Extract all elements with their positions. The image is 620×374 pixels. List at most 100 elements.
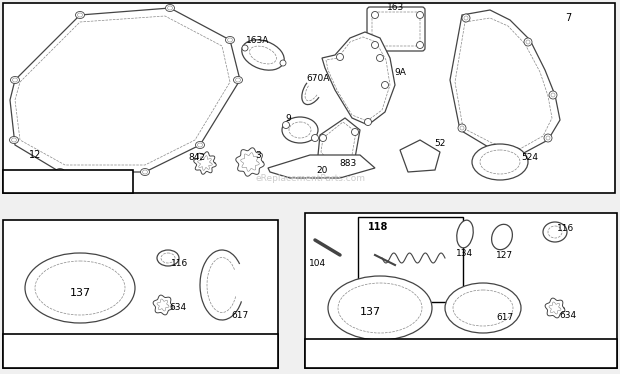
Ellipse shape	[548, 226, 562, 238]
Text: 163: 163	[388, 3, 405, 12]
FancyBboxPatch shape	[372, 12, 420, 46]
Text: 134: 134	[456, 248, 474, 258]
Text: 670A: 670A	[306, 74, 330, 83]
Ellipse shape	[371, 12, 378, 18]
Ellipse shape	[141, 169, 149, 175]
Text: 118: 118	[368, 222, 388, 232]
Ellipse shape	[56, 169, 64, 175]
Ellipse shape	[453, 290, 513, 326]
Ellipse shape	[457, 220, 473, 248]
Text: 20: 20	[316, 166, 328, 175]
Ellipse shape	[161, 253, 175, 263]
Text: 12: 12	[29, 150, 41, 160]
Ellipse shape	[167, 6, 172, 10]
Text: 163A: 163A	[246, 36, 270, 45]
Bar	[3, 3, 615, 193]
Ellipse shape	[78, 13, 82, 17]
Ellipse shape	[280, 60, 286, 66]
Ellipse shape	[337, 53, 343, 61]
FancyBboxPatch shape	[367, 7, 425, 51]
Ellipse shape	[166, 4, 174, 12]
Ellipse shape	[143, 170, 148, 174]
Text: 634: 634	[559, 310, 577, 319]
Ellipse shape	[76, 12, 84, 18]
Ellipse shape	[515, 150, 519, 154]
Ellipse shape	[58, 170, 63, 174]
Bar	[358, 217, 463, 302]
Bar	[305, 339, 617, 368]
Ellipse shape	[236, 78, 241, 82]
Ellipse shape	[376, 55, 384, 61]
Polygon shape	[15, 16, 230, 165]
Polygon shape	[321, 122, 356, 164]
Ellipse shape	[12, 138, 17, 142]
Text: 9A: 9A	[394, 67, 406, 77]
Bar	[3, 170, 133, 193]
Ellipse shape	[242, 45, 248, 51]
Bar	[305, 213, 617, 368]
Ellipse shape	[524, 38, 532, 46]
Ellipse shape	[311, 135, 319, 141]
Ellipse shape	[338, 283, 422, 333]
Polygon shape	[318, 118, 360, 168]
Ellipse shape	[513, 148, 521, 156]
Polygon shape	[322, 32, 395, 125]
Text: 3: 3	[255, 150, 261, 159]
Ellipse shape	[35, 261, 125, 315]
Ellipse shape	[460, 126, 464, 130]
Ellipse shape	[25, 253, 135, 323]
Ellipse shape	[549, 91, 557, 99]
Ellipse shape	[371, 42, 378, 49]
Text: 137: 137	[69, 288, 91, 298]
Ellipse shape	[250, 46, 277, 64]
Text: 617: 617	[497, 313, 513, 322]
Ellipse shape	[319, 135, 327, 141]
Ellipse shape	[546, 136, 550, 140]
Text: 52: 52	[435, 138, 446, 147]
Text: 104: 104	[309, 258, 327, 267]
Ellipse shape	[282, 117, 318, 143]
Ellipse shape	[328, 276, 432, 340]
Ellipse shape	[551, 93, 555, 97]
Text: 116: 116	[171, 258, 188, 267]
Text: 116: 116	[557, 224, 575, 233]
Ellipse shape	[381, 82, 389, 89]
Text: 634: 634	[169, 303, 187, 313]
Polygon shape	[455, 18, 552, 150]
Ellipse shape	[11, 77, 19, 83]
Text: 137: 137	[360, 307, 381, 317]
Polygon shape	[450, 10, 560, 155]
Ellipse shape	[198, 143, 203, 147]
Ellipse shape	[492, 224, 512, 250]
Ellipse shape	[544, 134, 552, 142]
Ellipse shape	[157, 250, 179, 266]
Text: 9: 9	[285, 113, 291, 123]
Text: 7: 7	[565, 13, 571, 23]
Ellipse shape	[226, 37, 234, 43]
Ellipse shape	[352, 129, 358, 135]
Ellipse shape	[543, 222, 567, 242]
Ellipse shape	[464, 16, 468, 20]
Text: 842: 842	[188, 153, 205, 162]
Ellipse shape	[417, 42, 423, 49]
Text: 977 CARBURETOR
GASKET SET: 977 CARBURETOR GASKET SET	[92, 340, 189, 362]
Ellipse shape	[472, 144, 528, 180]
Polygon shape	[326, 37, 390, 121]
Ellipse shape	[458, 124, 466, 132]
Ellipse shape	[526, 40, 530, 44]
Polygon shape	[10, 8, 240, 172]
Ellipse shape	[462, 14, 470, 22]
Text: 358 GASKET SET: 358 GASKET SET	[22, 177, 113, 187]
Text: eReplacementParts.com: eReplacementParts.com	[255, 174, 365, 183]
Text: 121 CARBURETOR KIT: 121 CARBURETOR KIT	[402, 349, 520, 359]
Ellipse shape	[234, 77, 242, 83]
Text: 883: 883	[339, 159, 356, 168]
Ellipse shape	[195, 141, 205, 148]
Text: 617: 617	[231, 310, 249, 319]
Ellipse shape	[365, 119, 371, 126]
Ellipse shape	[242, 40, 284, 70]
Ellipse shape	[283, 122, 290, 129]
Polygon shape	[400, 140, 440, 172]
Ellipse shape	[12, 78, 17, 82]
Bar	[3, 220, 278, 368]
